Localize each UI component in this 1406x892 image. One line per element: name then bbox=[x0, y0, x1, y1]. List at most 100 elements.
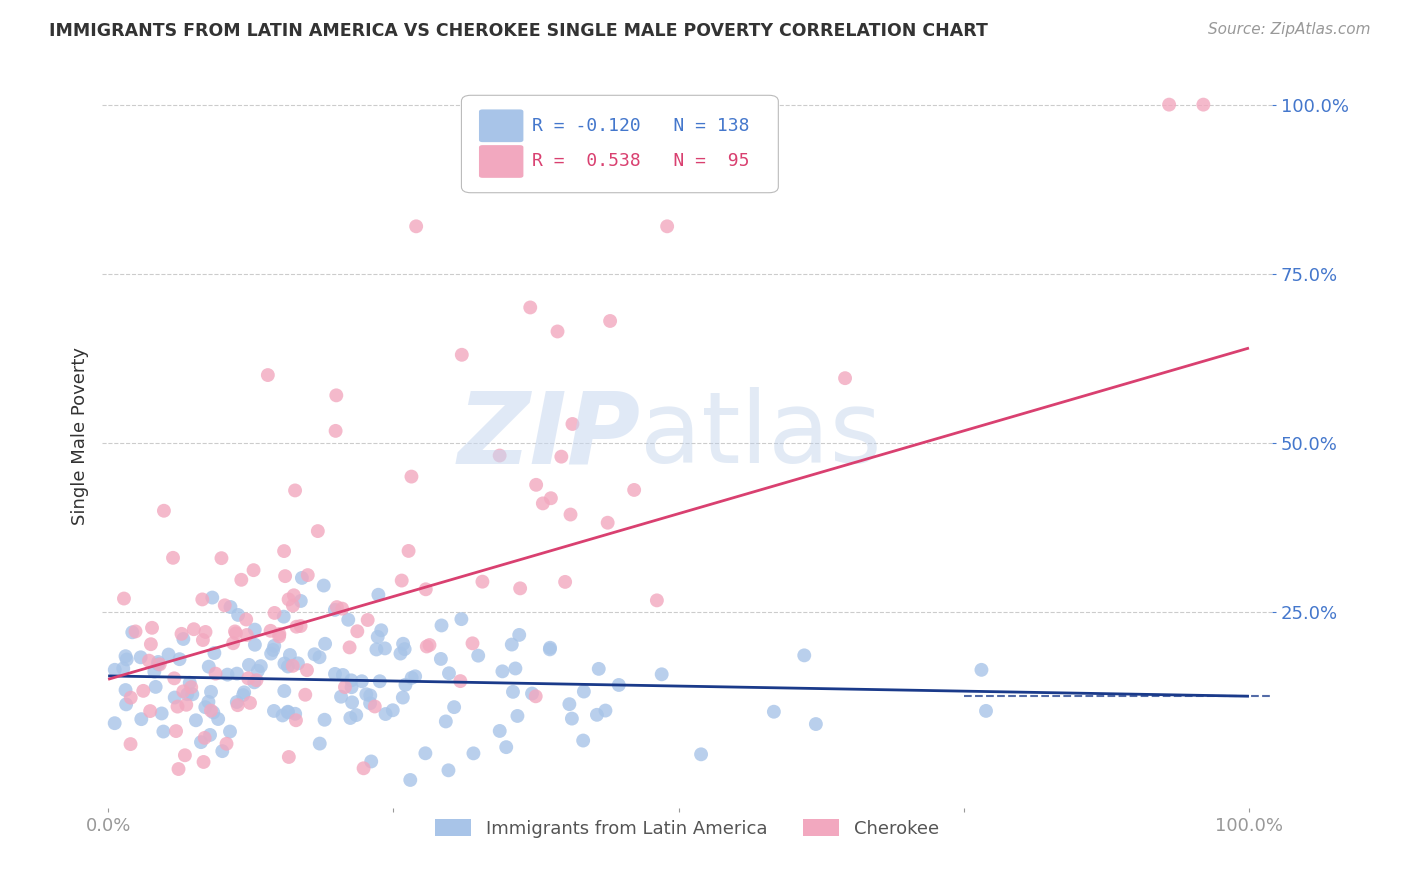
Point bbox=[392, 637, 415, 651]
Point bbox=[224, 624, 246, 639]
Point bbox=[214, 599, 236, 613]
Text: atlas: atlas bbox=[640, 387, 882, 484]
Point bbox=[399, 772, 422, 787]
Point bbox=[242, 563, 264, 577]
Point bbox=[120, 690, 142, 705]
Point bbox=[295, 663, 318, 677]
Point bbox=[246, 664, 269, 678]
Point bbox=[112, 591, 135, 606]
Point bbox=[291, 571, 314, 585]
Point bbox=[150, 706, 173, 721]
Point bbox=[359, 696, 381, 710]
Point bbox=[170, 627, 193, 641]
Point bbox=[501, 638, 523, 652]
Point bbox=[359, 689, 381, 703]
Point bbox=[201, 591, 224, 605]
Point bbox=[285, 713, 308, 727]
Point bbox=[191, 633, 214, 648]
Point bbox=[970, 663, 993, 677]
Point bbox=[308, 737, 330, 751]
Point bbox=[360, 755, 382, 769]
Point bbox=[418, 638, 440, 652]
Point bbox=[437, 666, 460, 681]
Point bbox=[197, 659, 219, 673]
Point bbox=[558, 697, 581, 711]
Point bbox=[225, 626, 247, 640]
Point bbox=[657, 219, 679, 234]
Point bbox=[586, 707, 609, 722]
Point bbox=[163, 671, 186, 685]
Point bbox=[394, 642, 416, 657]
Point bbox=[243, 638, 266, 652]
Point bbox=[502, 685, 524, 699]
Point bbox=[509, 582, 531, 596]
Point bbox=[138, 654, 160, 668]
Point bbox=[540, 491, 562, 506]
Point bbox=[312, 578, 335, 592]
Point bbox=[191, 592, 214, 607]
Point bbox=[550, 450, 572, 464]
Point bbox=[211, 744, 233, 758]
Point bbox=[415, 746, 437, 760]
Point bbox=[132, 684, 155, 698]
Text: Source: ZipAtlas.com: Source: ZipAtlas.com bbox=[1208, 22, 1371, 37]
Point bbox=[169, 652, 191, 666]
Point bbox=[381, 703, 404, 717]
Y-axis label: Single Male Poverty: Single Male Poverty bbox=[72, 347, 89, 524]
Point bbox=[231, 573, 253, 587]
Point bbox=[572, 684, 595, 698]
Point bbox=[273, 544, 295, 558]
Point bbox=[233, 685, 256, 699]
Point bbox=[340, 695, 363, 709]
Point bbox=[193, 755, 215, 769]
Point bbox=[166, 699, 188, 714]
Point bbox=[271, 708, 294, 723]
Point bbox=[367, 588, 389, 602]
Point bbox=[434, 714, 457, 729]
Point bbox=[430, 618, 453, 632]
Point bbox=[645, 593, 668, 607]
Point bbox=[308, 650, 330, 665]
Point bbox=[401, 469, 423, 483]
Point bbox=[370, 624, 392, 638]
Point bbox=[506, 709, 529, 723]
Point bbox=[599, 314, 621, 328]
Point bbox=[263, 639, 285, 653]
Point bbox=[561, 417, 583, 431]
Point bbox=[572, 733, 595, 747]
Point bbox=[326, 600, 349, 615]
Point bbox=[238, 671, 260, 685]
Point bbox=[114, 649, 136, 664]
Point bbox=[314, 637, 336, 651]
Point bbox=[174, 748, 197, 763]
Point bbox=[217, 667, 239, 681]
Point bbox=[344, 708, 367, 723]
Point bbox=[690, 747, 713, 762]
Point bbox=[488, 449, 510, 463]
Point bbox=[314, 713, 336, 727]
Text: R =  0.538   N =  95: R = 0.538 N = 95 bbox=[531, 153, 749, 170]
Point bbox=[238, 657, 260, 672]
Point bbox=[129, 650, 152, 665]
Point bbox=[139, 704, 162, 718]
Point bbox=[163, 690, 186, 705]
Point bbox=[283, 588, 305, 602]
Point bbox=[467, 648, 489, 663]
Point bbox=[374, 706, 396, 721]
Point bbox=[294, 688, 316, 702]
Point bbox=[245, 673, 267, 688]
Point bbox=[259, 624, 281, 638]
Point bbox=[172, 684, 194, 698]
Point bbox=[340, 673, 363, 688]
Point bbox=[153, 504, 176, 518]
Point bbox=[364, 699, 387, 714]
Point bbox=[139, 637, 162, 651]
Point bbox=[392, 690, 415, 705]
Point bbox=[273, 609, 295, 624]
Point bbox=[443, 700, 465, 714]
Point bbox=[278, 648, 301, 662]
Point bbox=[366, 642, 388, 657]
Point bbox=[495, 740, 517, 755]
Point bbox=[226, 698, 249, 713]
Point bbox=[115, 698, 138, 712]
